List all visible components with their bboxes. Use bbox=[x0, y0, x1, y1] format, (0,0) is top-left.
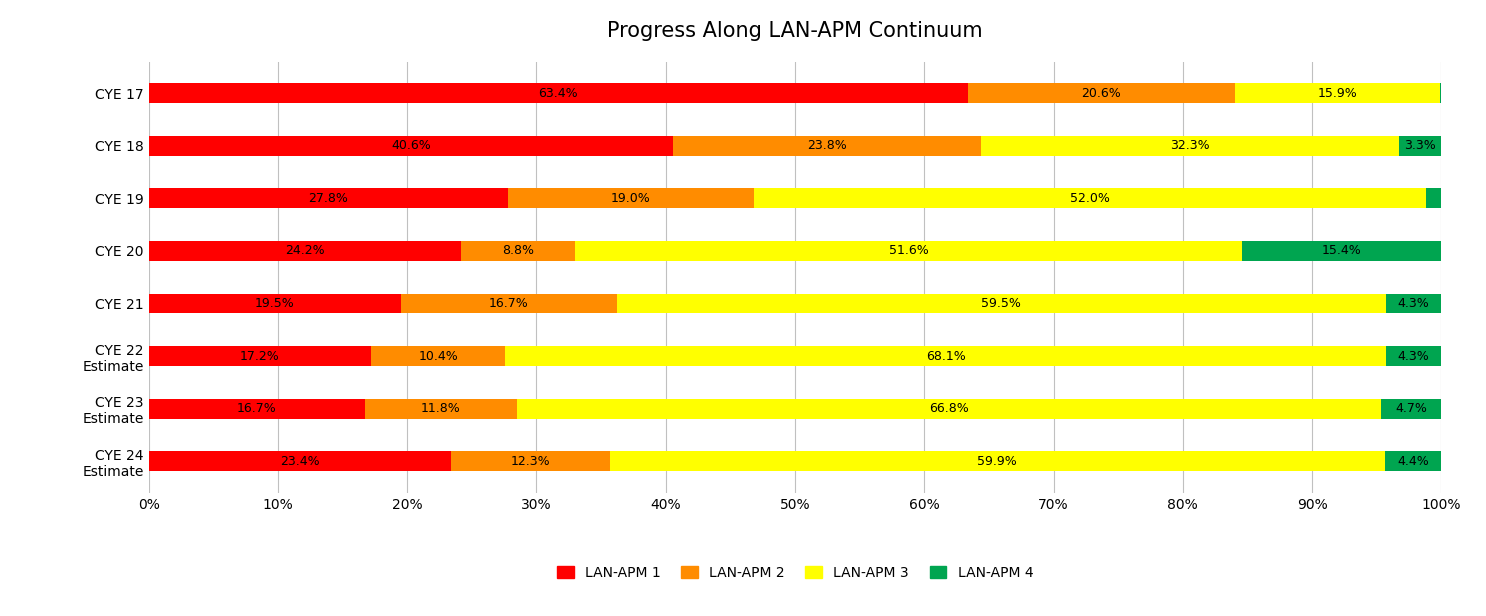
Text: 19.0%: 19.0% bbox=[611, 192, 651, 205]
Text: 4.7%: 4.7% bbox=[1395, 402, 1427, 415]
Text: 68.1%: 68.1% bbox=[926, 349, 966, 363]
Bar bbox=[372, 346, 505, 366]
Bar bbox=[505, 346, 1386, 366]
Bar bbox=[1427, 188, 1441, 208]
Text: 15.9%: 15.9% bbox=[1318, 87, 1357, 100]
Bar bbox=[981, 136, 1398, 156]
Text: 24.2%: 24.2% bbox=[285, 245, 325, 257]
Bar bbox=[452, 452, 611, 471]
Bar bbox=[617, 293, 1386, 314]
Bar bbox=[969, 83, 1235, 103]
Bar bbox=[1386, 346, 1441, 366]
Bar bbox=[673, 136, 981, 156]
Text: 59.9%: 59.9% bbox=[978, 455, 1018, 468]
Text: 11.8%: 11.8% bbox=[421, 402, 461, 415]
Text: 20.6%: 20.6% bbox=[1082, 87, 1122, 100]
Text: 15.4%: 15.4% bbox=[1323, 245, 1361, 257]
Bar bbox=[517, 399, 1380, 419]
Text: 23.4%: 23.4% bbox=[279, 455, 319, 468]
Bar bbox=[1386, 293, 1441, 314]
Bar bbox=[462, 241, 575, 261]
Bar bbox=[149, 241, 462, 261]
Text: 10.4%: 10.4% bbox=[419, 349, 458, 363]
Text: 4.3%: 4.3% bbox=[1398, 349, 1430, 363]
Text: 3.3%: 3.3% bbox=[1404, 139, 1435, 152]
Text: 16.7%: 16.7% bbox=[236, 402, 276, 415]
Bar bbox=[149, 293, 401, 314]
Text: 8.8%: 8.8% bbox=[502, 245, 535, 257]
Bar bbox=[149, 346, 372, 366]
Text: 63.4%: 63.4% bbox=[538, 87, 578, 100]
Bar bbox=[1235, 83, 1440, 103]
Bar bbox=[149, 83, 969, 103]
Title: Progress Along LAN-APM Continuum: Progress Along LAN-APM Continuum bbox=[608, 20, 982, 41]
Bar bbox=[575, 241, 1242, 261]
Bar bbox=[1242, 241, 1441, 261]
Legend: LAN-APM 1, LAN-APM 2, LAN-APM 3, LAN-APM 4: LAN-APM 1, LAN-APM 2, LAN-APM 3, LAN-APM… bbox=[551, 560, 1039, 585]
Bar bbox=[149, 188, 508, 208]
Text: 59.5%: 59.5% bbox=[981, 297, 1021, 310]
Text: 32.3%: 32.3% bbox=[1169, 139, 1210, 152]
Text: 66.8%: 66.8% bbox=[929, 402, 969, 415]
Bar bbox=[364, 399, 517, 419]
Bar bbox=[1380, 399, 1441, 419]
Text: 52.0%: 52.0% bbox=[1070, 192, 1110, 205]
Bar bbox=[149, 399, 364, 419]
Bar bbox=[611, 452, 1385, 471]
Text: 12.3%: 12.3% bbox=[511, 455, 550, 468]
Bar bbox=[753, 188, 1427, 208]
Bar bbox=[508, 188, 753, 208]
Text: 16.7%: 16.7% bbox=[489, 297, 529, 310]
Bar bbox=[149, 452, 452, 471]
Text: 23.8%: 23.8% bbox=[807, 139, 847, 152]
Bar bbox=[1398, 136, 1441, 156]
Bar bbox=[1385, 452, 1441, 471]
Text: 40.6%: 40.6% bbox=[391, 139, 431, 152]
Text: 27.8%: 27.8% bbox=[309, 192, 348, 205]
Text: 4.3%: 4.3% bbox=[1398, 297, 1430, 310]
Text: 4.4%: 4.4% bbox=[1397, 455, 1430, 468]
Text: 19.5%: 19.5% bbox=[254, 297, 294, 310]
Text: 51.6%: 51.6% bbox=[889, 245, 929, 257]
Text: 17.2%: 17.2% bbox=[239, 349, 279, 363]
Bar bbox=[401, 293, 617, 314]
Bar bbox=[149, 136, 673, 156]
